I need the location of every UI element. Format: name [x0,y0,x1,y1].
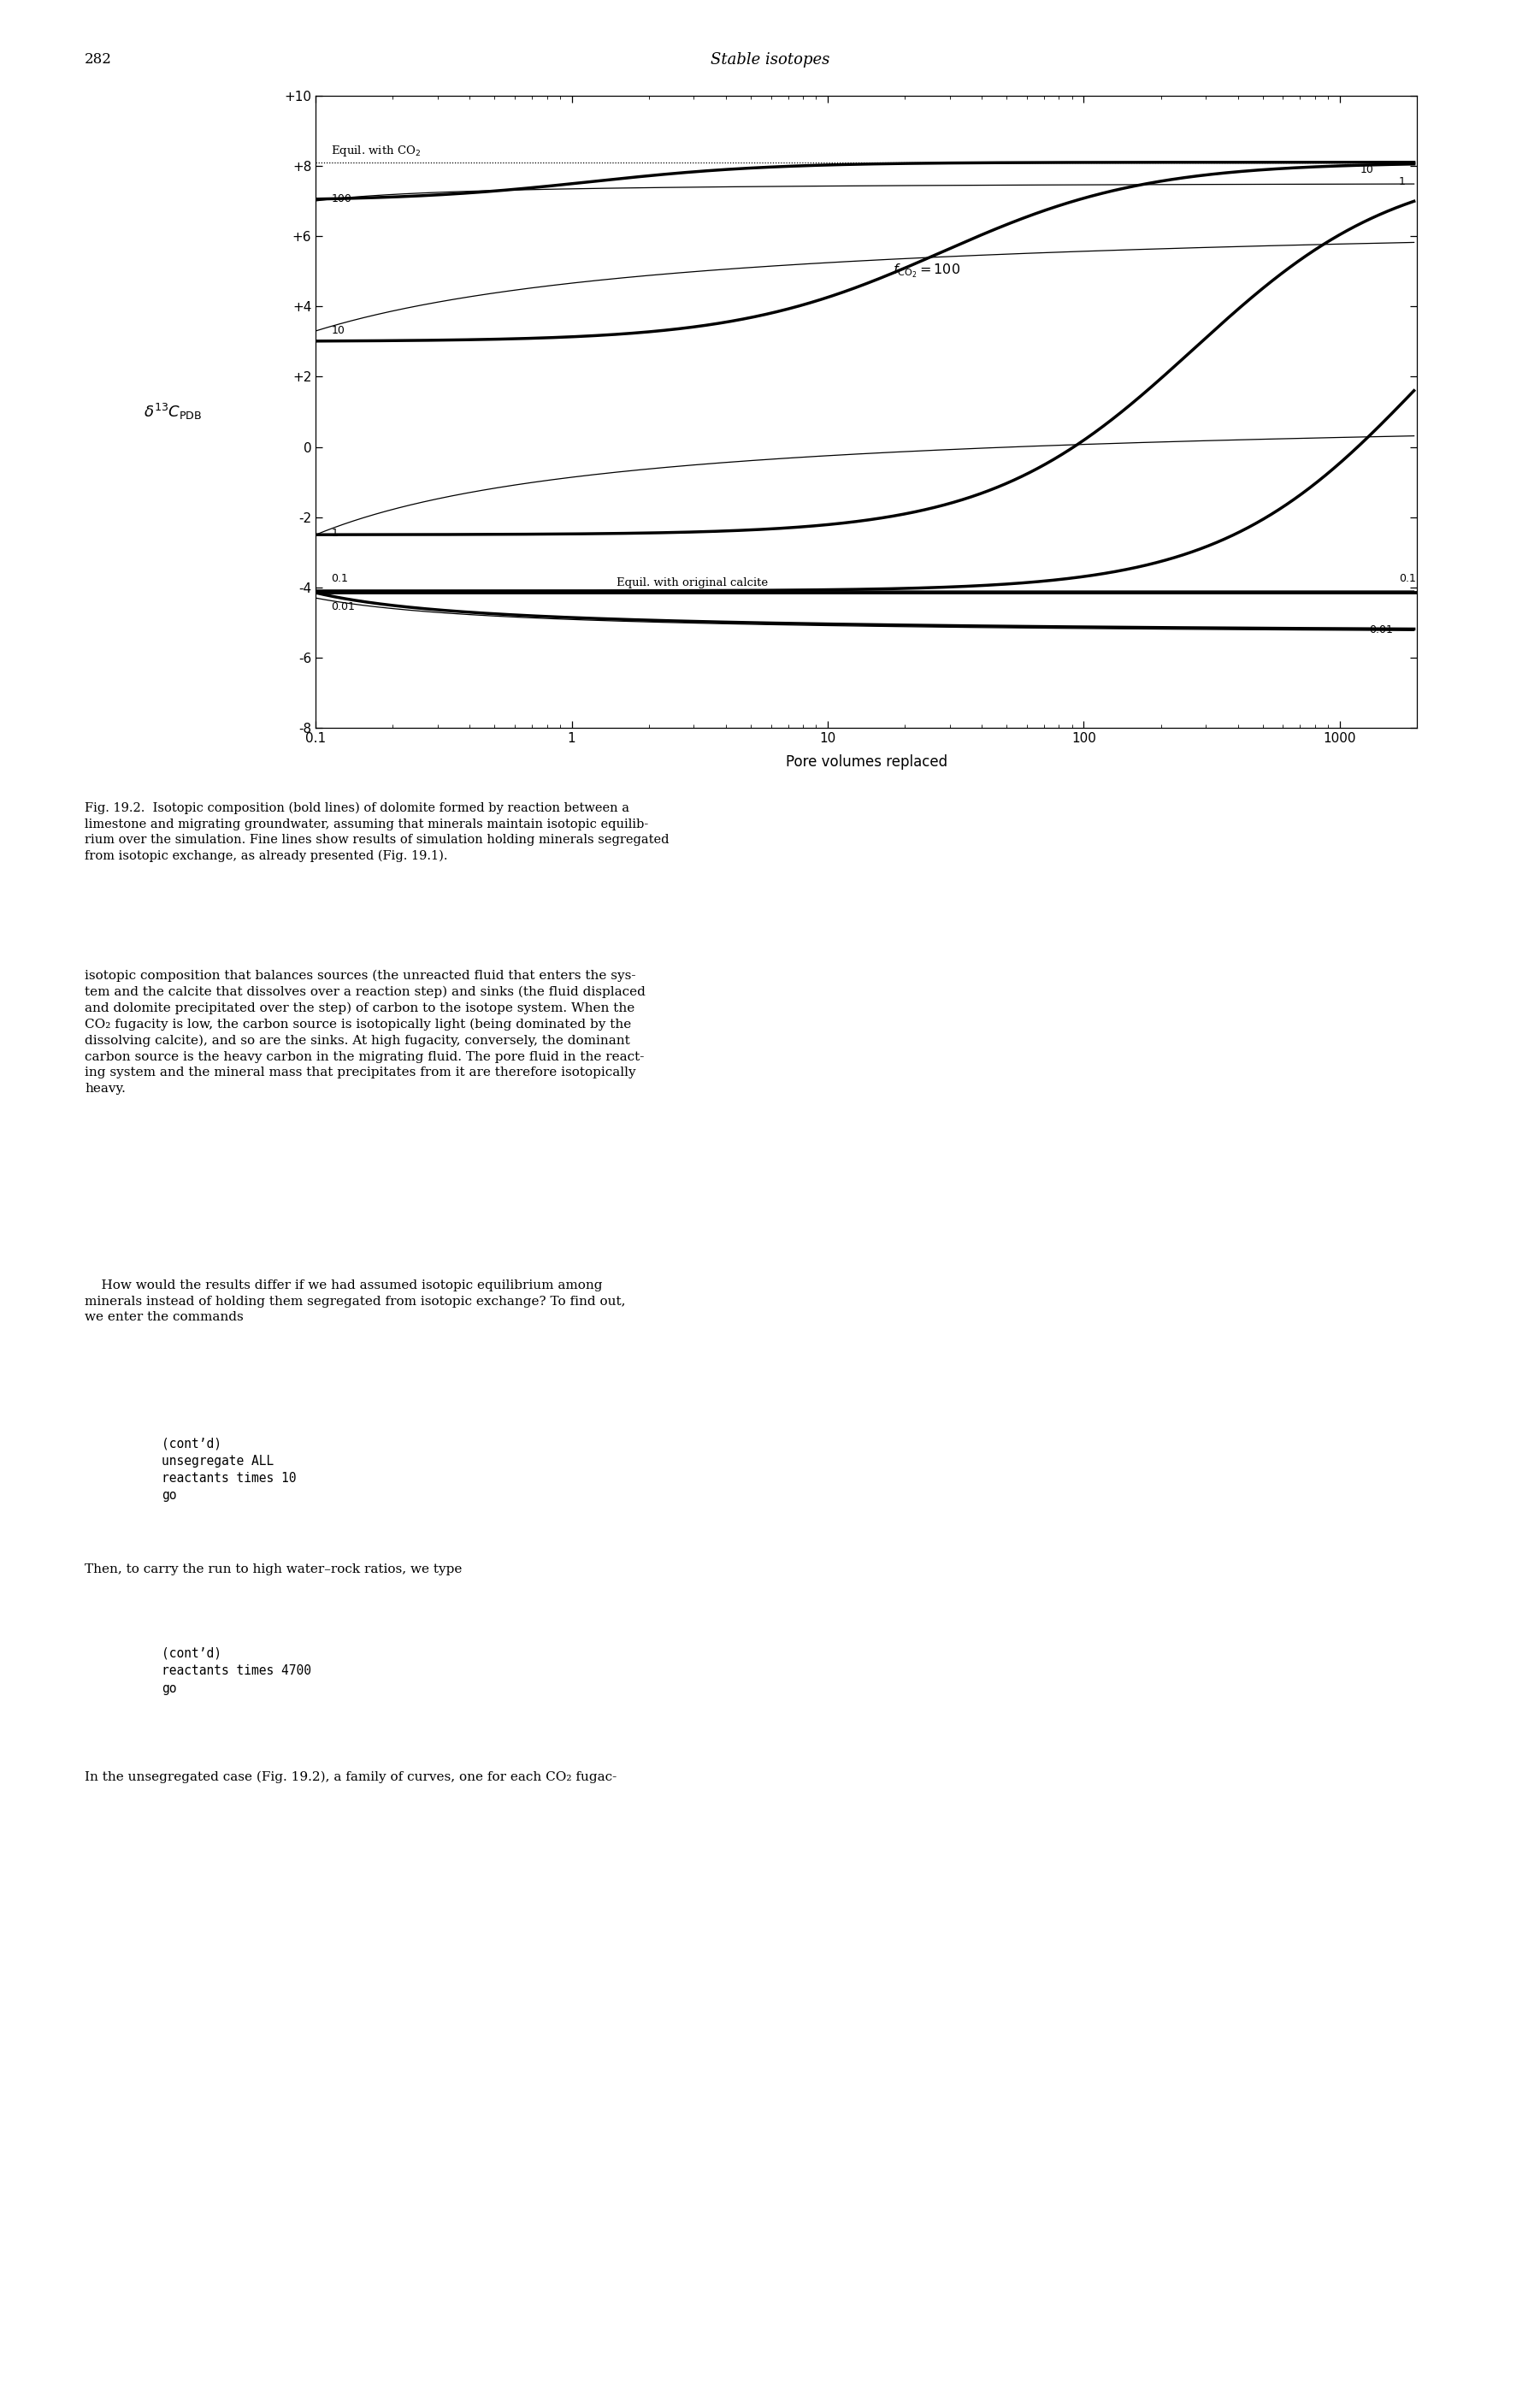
Text: $\delta^{13}C_{\mathrm{PDB}}$: $\delta^{13}C_{\mathrm{PDB}}$ [143,401,202,422]
Text: Then, to carry the run to high water–rock ratios, we type: Then, to carry the run to high water–roc… [85,1563,462,1575]
Text: 0.1: 0.1 [331,573,348,585]
Text: 282: 282 [85,53,112,67]
Text: 100: 100 [331,193,351,205]
Text: Stable isotopes: Stable isotopes [710,53,830,67]
Text: 0.1: 0.1 [1398,573,1415,585]
Text: 1: 1 [331,528,337,539]
Text: (cont’d)
unsegregate ALL
reactants times 10
go: (cont’d) unsegregate ALL reactants times… [162,1437,296,1501]
Text: 0.01: 0.01 [1369,623,1392,635]
Text: Equil. with original calcite: Equil. with original calcite [618,578,768,590]
Text: In the unsegregated case (Fig. 19.2), a family of curves, one for each CO₂ fugac: In the unsegregated case (Fig. 19.2), a … [85,1771,618,1783]
Text: How would the results differ if we had assumed isotopic equilibrium among
minera: How would the results differ if we had a… [85,1279,625,1322]
Text: 10: 10 [331,325,345,337]
Text: (cont’d)
reactants times 4700
go: (cont’d) reactants times 4700 go [162,1647,311,1695]
X-axis label: Pore volumes replaced: Pore volumes replaced [785,754,947,771]
Text: isotopic composition that balances sources (the unreacted fluid that enters the : isotopic composition that balances sourc… [85,969,645,1096]
Text: Fig. 19.2.  Isotopic composition (bold lines) of dolomite formed by reaction bet: Fig. 19.2. Isotopic composition (bold li… [85,802,670,862]
Text: 0.01: 0.01 [331,602,356,613]
Text: 10: 10 [1360,165,1374,177]
Text: $f_{\mathrm{CO_2}} = 100$: $f_{\mathrm{CO_2}} = 100$ [893,263,961,279]
Text: 1: 1 [1398,177,1406,186]
Text: Equil. with CO$_2$: Equil. with CO$_2$ [331,143,422,158]
